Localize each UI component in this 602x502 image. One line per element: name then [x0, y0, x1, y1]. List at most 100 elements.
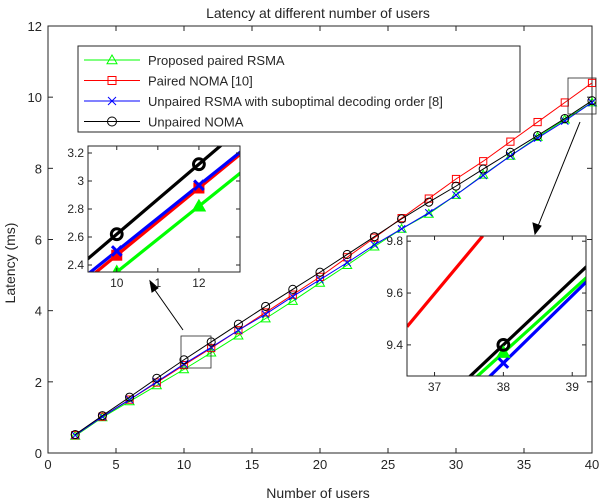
- data-point: [261, 301, 271, 311]
- inset-line-unpaired-noma: [88, 146, 223, 261]
- data-point: [152, 373, 162, 383]
- data-point: [179, 361, 189, 370]
- zoom-guides: [149, 77, 597, 369]
- data-point: [125, 392, 135, 402]
- series-line: [74, 100, 593, 435]
- x-tick-label: 40: [585, 457, 599, 472]
- legend-label: Paired NOMA [10]: [148, 74, 253, 89]
- x-axis-label: Number of users: [266, 485, 369, 501]
- data-point: [505, 150, 516, 160]
- legend-label: Proposed paired RSMA: [148, 53, 285, 68]
- legend-label: Unpaired NOMA: [148, 115, 244, 130]
- data-point: [97, 411, 107, 421]
- x-tick-label: 5: [112, 457, 119, 472]
- inset-background: [88, 146, 240, 272]
- data-point: [233, 330, 244, 340]
- series-unpaired-noma: [70, 96, 597, 440]
- inset-x-tick-label: 1: [154, 276, 161, 290]
- inset-x-tick-label: 37: [428, 380, 442, 394]
- data-point: [450, 189, 462, 199]
- x-tick-label: 0: [44, 457, 51, 472]
- data-point: [424, 208, 433, 217]
- chart-title: Latency at different number of users: [206, 5, 430, 21]
- data-point: [397, 224, 406, 233]
- inset-x-tick-label: 38: [497, 380, 511, 394]
- inset-y-tick-label: 9.6: [386, 286, 403, 300]
- legend-marker: [107, 96, 117, 106]
- data-point: [261, 310, 270, 319]
- inset-zoom-users-10-12: 10 1 12 2.4 2.6 2.8 3 3.2: [67, 145, 241, 290]
- inset-series: [407, 236, 586, 376]
- data-point: [560, 117, 569, 125]
- inset-x-tick-label: 12: [192, 276, 206, 290]
- legend: Proposed paired RSMA Paired NOMA [10] Unpa…: [77, 45, 521, 133]
- data-point: [478, 164, 488, 174]
- data-point: [152, 378, 161, 387]
- data-point: [179, 355, 189, 365]
- legend-entry-unpaired-noma: Unpaired NOMA: [84, 115, 244, 130]
- y-tick-label: 12: [28, 19, 42, 34]
- data-point: [560, 98, 569, 107]
- inset-y-tick-label: 2.6: [67, 230, 84, 244]
- data-point: [316, 275, 324, 284]
- data-point: [288, 292, 297, 301]
- inset-zoom-user-38: 37 38 39 9.4 9.6 9.8: [386, 234, 587, 394]
- inset-x-tick-label: 10: [110, 276, 124, 290]
- data-point: [233, 319, 243, 329]
- data-point: [588, 98, 596, 107]
- inset-y-tick-label: 2.8: [67, 202, 84, 216]
- legend-entry-paired-noma-10: Paired NOMA [10]: [84, 74, 253, 89]
- data-point: [506, 137, 515, 146]
- data-point: [343, 258, 352, 267]
- data-point: [533, 134, 542, 143]
- legend-entry-unpaired-rsma-with-suboptimal-decoding-order-8: Unpaired RSMA with suboptimal decoding o…: [84, 94, 443, 109]
- data-point: [369, 232, 379, 242]
- inset-marker: [496, 345, 511, 358]
- y-axis-label: Latency (ms): [2, 223, 18, 304]
- inset-y-tick-label: 9.8: [386, 234, 403, 248]
- inset-frame: [406, 235, 587, 377]
- data-point: [151, 379, 163, 390]
- data-point: [424, 197, 434, 207]
- inset-marker: [110, 245, 123, 257]
- inset-line-unpaired-rsma-with-suboptimal-decoding-order-8: [88, 150, 240, 272]
- data-point: [533, 131, 543, 141]
- inset-y-tick-label: 9.4: [386, 338, 403, 352]
- series-line: [74, 102, 593, 436]
- inset-marker: [496, 337, 511, 352]
- data-point: [423, 208, 435, 218]
- y-tick-label: 2: [35, 375, 42, 390]
- data-point: [533, 117, 542, 127]
- series-unpaired-rsma-with-suboptimal-decoding-order-8: [71, 98, 596, 440]
- data-point: [287, 295, 299, 305]
- y-tick-label: 10: [28, 90, 42, 105]
- inset-x-tick-label: 39: [566, 380, 580, 394]
- zoom-arrow-right: [535, 121, 581, 232]
- series-line: [74, 82, 593, 436]
- data-point: [70, 429, 80, 440]
- zoom-arrow-left: [149, 282, 184, 331]
- legend-marker: [107, 76, 117, 85]
- zoom-box-left: [180, 335, 212, 369]
- legend-marker: [106, 53, 118, 65]
- legend-entry-proposed-paired-rsma: Proposed paired RSMA: [84, 53, 285, 68]
- x-tick-label: 15: [245, 457, 259, 472]
- y-tick-label: 8: [35, 161, 42, 176]
- data-point: [396, 223, 407, 233]
- data-point: [560, 113, 570, 124]
- data-point: [451, 181, 461, 191]
- x-tick-label: 25: [381, 457, 395, 472]
- inset-marker: [109, 227, 124, 242]
- data-point: [260, 312, 271, 323]
- legend-label: Unpaired RSMA with suboptimal decoding o…: [148, 94, 443, 109]
- data-point: [370, 240, 379, 249]
- zoom-box-right: [567, 77, 597, 115]
- inset-series: [88, 146, 240, 272]
- y-tick-label: 6: [35, 233, 42, 248]
- inset-y-tick-label: 2.4: [67, 258, 84, 272]
- legend-box: [77, 45, 521, 133]
- data-point: [451, 174, 461, 184]
- x-tick-label: 20: [313, 457, 327, 472]
- data-point: [342, 249, 352, 259]
